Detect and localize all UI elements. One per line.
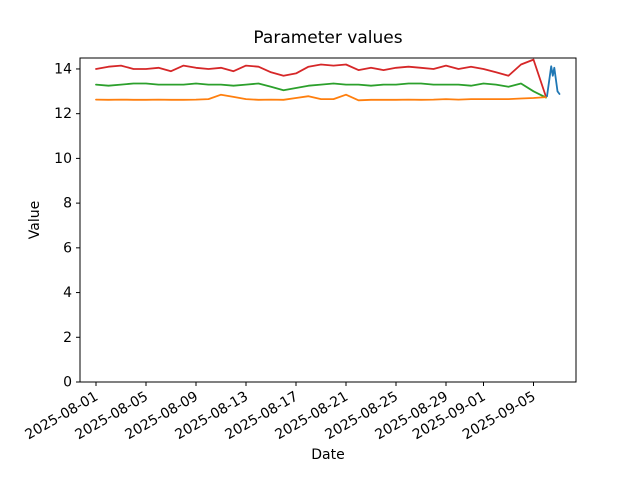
y-tick-label: 0	[63, 375, 72, 391]
y-tick-label: 2	[63, 330, 72, 346]
y-tick-label: 4	[63, 285, 72, 301]
y-axis-label: Value	[27, 200, 43, 240]
series-green-line	[95, 82, 547, 99]
y-tick-label: 6	[63, 240, 72, 256]
series-blue-spike-line	[546, 65, 561, 98]
y-tick-label: 12	[54, 106, 72, 122]
y-tick-label: 8	[63, 196, 72, 212]
plot-frame	[79, 57, 577, 383]
x-axis-label: Date	[311, 447, 345, 463]
chart-title: Parameter values	[253, 28, 403, 48]
series-orange-line	[95, 93, 547, 102]
y-tick-label: 14	[54, 61, 72, 77]
y-tick-label: 10	[54, 151, 72, 167]
series-red-line	[95, 58, 547, 98]
